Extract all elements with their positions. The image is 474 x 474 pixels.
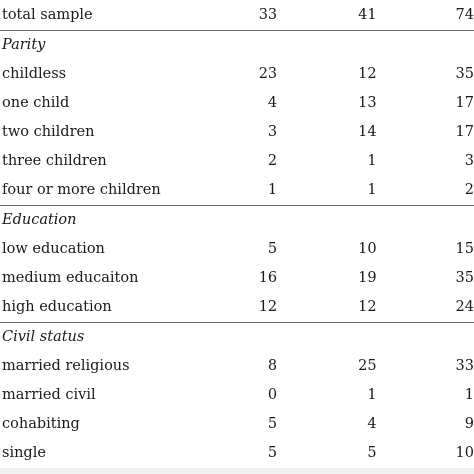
value-cell-col1: 2: [267, 153, 278, 169]
value-cell-col2: 12: [277, 293, 377, 323]
table-row: three children 2 1 3: [0, 147, 474, 176]
value-cell-col1: 0: [267, 387, 278, 403]
value-cell-col2: 13: [358, 95, 377, 111]
value-cell-col3: 35: [455, 66, 474, 82]
row-label: cohabiting: [2, 416, 80, 432]
empty-cell: [277, 206, 376, 236]
row-label: low education: [2, 241, 105, 257]
row-label: total sample: [0, 0, 197, 31]
section-label: Parity: [2, 37, 46, 53]
table-row: childless 23 12 35: [0, 60, 474, 89]
value-cell-col2: 10: [358, 241, 377, 257]
value-cell-col1: 16: [258, 270, 278, 286]
value-cell-col3: 35: [455, 270, 474, 286]
value-cell-col2: 1: [277, 176, 377, 206]
table-row: high education 12 12 24: [0, 293, 474, 323]
value-cell-col3: 10: [455, 445, 474, 461]
section-label: Civil status: [2, 329, 85, 345]
value-cell-col2: 14: [358, 124, 377, 140]
value-cell-col2: 19: [358, 270, 377, 286]
empty-cell: [277, 31, 376, 61]
value-cell-col3: 17: [455, 95, 474, 111]
value-cell-col3: 3: [464, 153, 474, 169]
value-cell-col1: 23: [258, 66, 278, 82]
table-row: married religious 8 25 33: [0, 352, 474, 381]
table-bottom-edge: [0, 468, 474, 474]
value-cell-col3: 9: [464, 416, 474, 432]
row-label: high education: [0, 293, 197, 323]
value-cell-col2: 41: [277, 0, 377, 31]
table-row: cohabiting 5 4 9: [0, 410, 474, 439]
empty-cell: [377, 31, 474, 61]
value-cell-col1: 4: [267, 95, 278, 111]
row-label: two children: [2, 124, 95, 140]
row-label: one child: [2, 95, 70, 111]
row-label: medium educaiton: [2, 270, 139, 286]
row-label: three children: [2, 153, 107, 169]
value-cell-col1: 33: [196, 0, 278, 31]
table-row: two children 3 14 17: [0, 118, 474, 147]
table-row: low education 5 10 15: [0, 235, 474, 264]
value-cell-col1: 5: [267, 241, 278, 257]
section-header-row: Civil status: [0, 323, 474, 353]
row-label: married civil: [2, 387, 96, 403]
value-cell-col3: 15: [455, 241, 474, 257]
row-label: childless: [2, 66, 67, 82]
value-cell-col1: 3: [267, 124, 278, 140]
table-row: four or more children 1 1 2: [0, 176, 474, 206]
row-label: married religious: [2, 358, 130, 374]
total-sample-row: total sample 33 41 74: [0, 0, 474, 31]
table-row: one child 4 13 17: [0, 89, 474, 118]
value-cell-col2: 25: [358, 358, 377, 374]
section-label: Education: [2, 212, 77, 228]
value-cell-col1: 5: [267, 445, 278, 461]
value-cell-col2: 4: [367, 416, 377, 432]
empty-cell: [377, 323, 474, 353]
value-cell-col3: 24: [376, 293, 474, 323]
value-cell-col1: 12: [196, 293, 278, 323]
value-cell-col3: 17: [455, 124, 474, 140]
empty-cell: [377, 206, 474, 236]
empty-cell: [197, 323, 277, 353]
section-header-row: Parity: [0, 31, 474, 61]
value-cell-col3: 1: [464, 387, 474, 403]
empty-cell: [277, 323, 376, 353]
value-cell-col2: 1: [367, 153, 377, 169]
table-row: single 5 5 10: [0, 439, 474, 468]
value-cell-col3: 74: [376, 0, 474, 31]
section-header-row: Education: [0, 206, 474, 236]
value-cell-col2: 12: [358, 66, 377, 82]
value-cell-col1: 5: [267, 416, 278, 432]
value-cell-col1: 8: [267, 358, 278, 374]
table-row: married civil 0 1 1: [0, 381, 474, 410]
value-cell-col2: 5: [367, 445, 377, 461]
empty-cell: [197, 31, 277, 61]
row-label: four or more children: [0, 176, 197, 206]
empty-cell: [197, 206, 277, 236]
table-row: medium educaiton 16 19 35: [0, 264, 474, 293]
value-cell-col3: 2: [376, 176, 474, 206]
value-cell-col3: 33: [455, 358, 474, 374]
value-cell-col1: 1: [196, 176, 278, 206]
row-label: single: [2, 445, 46, 461]
value-cell-col2: 1: [367, 387, 377, 403]
